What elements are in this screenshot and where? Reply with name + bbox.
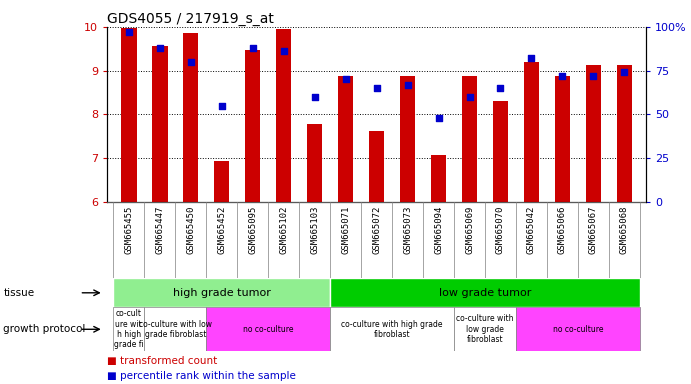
Point	[154, 45, 165, 51]
Text: GSM665452: GSM665452	[217, 205, 226, 254]
Text: tissue: tissue	[3, 288, 35, 298]
Text: no co-culture: no co-culture	[243, 325, 294, 334]
Point	[216, 103, 227, 109]
Bar	[524, 62, 539, 202]
Bar	[586, 65, 601, 202]
Bar	[276, 29, 292, 202]
Bar	[113, 307, 144, 351]
Bar	[330, 278, 640, 307]
Bar	[330, 307, 454, 351]
Point	[185, 59, 196, 65]
Bar	[555, 76, 570, 202]
Bar	[400, 76, 415, 202]
Point	[619, 69, 630, 75]
Point	[123, 29, 134, 35]
Bar	[113, 278, 330, 307]
Bar	[183, 33, 198, 202]
Text: GSM665068: GSM665068	[620, 205, 629, 254]
Point	[526, 55, 537, 61]
Text: growth protocol: growth protocol	[3, 324, 86, 334]
Text: GSM665450: GSM665450	[187, 205, 196, 254]
Bar	[152, 46, 167, 202]
Point	[433, 115, 444, 121]
Text: GSM665455: GSM665455	[124, 205, 133, 254]
Text: co-culture with high grade
fibroblast: co-culture with high grade fibroblast	[341, 319, 443, 339]
Text: GSM665070: GSM665070	[496, 205, 505, 254]
Bar	[338, 76, 353, 202]
Text: no co-culture: no co-culture	[553, 325, 603, 334]
Bar	[245, 50, 261, 202]
Text: ■ transformed count: ■ transformed count	[107, 356, 218, 366]
Text: GSM665066: GSM665066	[558, 205, 567, 254]
Point	[495, 85, 506, 91]
Text: low grade tumor: low grade tumor	[439, 288, 531, 298]
Text: GSM665069: GSM665069	[465, 205, 474, 254]
Text: GSM665095: GSM665095	[248, 205, 257, 254]
Text: co-culture with low
grade fibroblast: co-culture with low grade fibroblast	[139, 319, 211, 339]
Text: GSM665073: GSM665073	[403, 205, 412, 254]
Point	[557, 73, 568, 79]
Point	[340, 76, 351, 83]
Text: GSM665071: GSM665071	[341, 205, 350, 254]
Text: GSM665102: GSM665102	[279, 205, 288, 254]
Bar	[462, 76, 477, 202]
Bar	[206, 307, 330, 351]
Bar	[454, 307, 516, 351]
Point	[247, 45, 258, 51]
Text: GSM665072: GSM665072	[372, 205, 381, 254]
Point	[278, 48, 290, 55]
Bar	[121, 28, 137, 202]
Point	[464, 94, 475, 100]
Bar	[616, 65, 632, 202]
Bar	[144, 307, 206, 351]
Text: GSM665447: GSM665447	[155, 205, 164, 254]
Text: GSM665094: GSM665094	[434, 205, 443, 254]
Bar	[516, 307, 640, 351]
Bar	[214, 161, 229, 202]
Bar	[369, 131, 384, 202]
Point	[402, 81, 413, 88]
Text: GSM665042: GSM665042	[527, 205, 536, 254]
Point	[309, 94, 320, 100]
Point	[588, 73, 599, 79]
Point	[371, 85, 382, 91]
Text: co-cult
ure wit
h high
grade fi: co-cult ure wit h high grade fi	[114, 309, 144, 349]
Text: GDS4055 / 217919_s_at: GDS4055 / 217919_s_at	[107, 12, 274, 26]
Bar	[307, 124, 323, 202]
Text: GSM665103: GSM665103	[310, 205, 319, 254]
Bar	[493, 101, 509, 202]
Text: high grade tumor: high grade tumor	[173, 288, 271, 298]
Text: ■ percentile rank within the sample: ■ percentile rank within the sample	[107, 371, 296, 381]
Text: GSM665067: GSM665067	[589, 205, 598, 254]
Bar	[430, 155, 446, 202]
Text: co-culture with
low grade
fibroblast: co-culture with low grade fibroblast	[456, 314, 514, 344]
